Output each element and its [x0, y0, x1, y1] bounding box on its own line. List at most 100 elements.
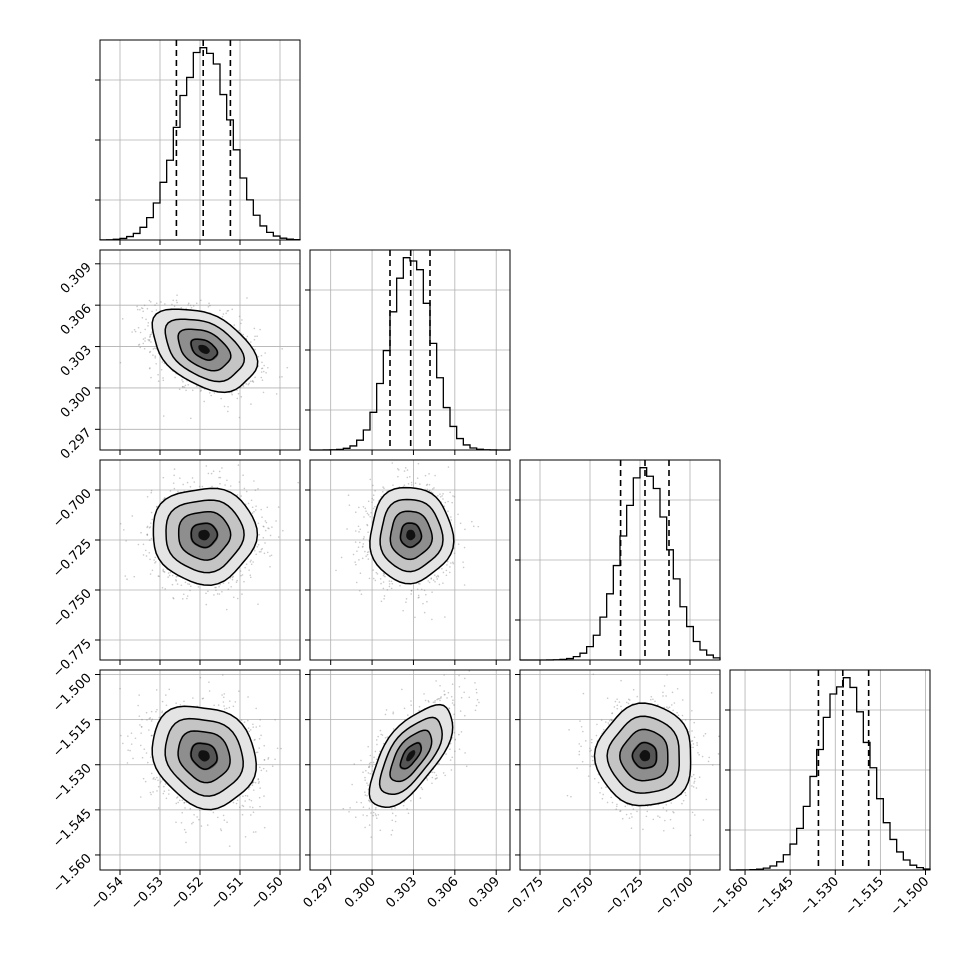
sample-point	[148, 729, 150, 731]
sample-point	[242, 795, 244, 798]
sample-point	[631, 816, 633, 818]
sample-point	[130, 743, 133, 745]
sample-point	[222, 582, 225, 584]
sample-point	[392, 711, 395, 713]
sample-point	[154, 562, 156, 564]
sample-point	[221, 315, 224, 318]
sample-point	[192, 697, 194, 699]
sample-point	[252, 781, 255, 784]
sample-point	[445, 569, 448, 572]
sample-point	[396, 468, 399, 470]
sample-point	[178, 799, 181, 802]
sample-point	[158, 716, 161, 719]
sample-point	[252, 381, 255, 383]
sample-point	[224, 484, 226, 486]
x-tick-label: 0.303	[383, 874, 420, 911]
sample-point	[362, 543, 365, 545]
sample-point	[193, 481, 196, 483]
sample-point	[277, 536, 280, 538]
sample-point	[658, 816, 661, 819]
sample-point	[127, 749, 129, 751]
sample-point	[354, 511, 357, 514]
sample-point	[424, 699, 427, 702]
sample-point	[406, 808, 408, 810]
sample-point	[140, 726, 143, 728]
sample-point	[448, 707, 451, 710]
sample-point	[690, 740, 693, 742]
sample-point	[150, 489, 153, 492]
sample-point	[254, 348, 256, 351]
sample-point	[163, 496, 166, 499]
sample-point	[162, 792, 165, 795]
sample-point	[402, 609, 404, 612]
x-tick-label: −0.50	[248, 874, 287, 913]
sample-point	[652, 818, 655, 821]
sample-point	[253, 510, 255, 513]
sample-point	[137, 704, 139, 707]
sample-point	[362, 505, 365, 508]
sample-point	[244, 835, 247, 838]
sample-point	[462, 561, 464, 563]
sample-point	[236, 799, 239, 802]
sample-point	[407, 714, 409, 716]
sample-point	[681, 714, 684, 717]
sample-point	[452, 561, 454, 564]
sample-point	[366, 512, 369, 515]
sample-point	[451, 736, 454, 739]
sample-point	[428, 581, 431, 584]
sample-point	[630, 812, 632, 815]
sample-point	[175, 802, 178, 805]
sample-point	[423, 693, 425, 695]
sample-point	[611, 801, 614, 804]
sample-point	[580, 725, 583, 728]
sample-point	[231, 578, 234, 581]
sample-point	[222, 701, 225, 703]
sample-point	[359, 572, 362, 574]
sample-point	[236, 579, 238, 582]
sample-point	[249, 341, 252, 343]
sample-point	[175, 702, 177, 704]
sample-point	[410, 799, 412, 802]
sample-point	[354, 561, 356, 563]
sample-point	[175, 578, 177, 581]
sample-point	[424, 474, 427, 477]
sample-point	[364, 791, 366, 793]
sample-point	[368, 807, 371, 810]
sample-point	[218, 585, 220, 588]
sample-point	[417, 462, 420, 465]
sample-point	[252, 561, 254, 563]
sample-point	[434, 474, 436, 477]
sample-point	[119, 522, 122, 525]
sample-point	[357, 546, 360, 549]
sample-point	[161, 586, 164, 589]
sample-point	[610, 718, 612, 721]
sample-point	[430, 578, 433, 580]
sample-point	[374, 750, 377, 753]
sample-point	[216, 593, 219, 595]
sample-point	[274, 719, 276, 721]
sample-point	[221, 694, 223, 696]
sample-point	[249, 576, 252, 579]
sample-point	[252, 811, 255, 814]
sample-point	[245, 490, 248, 493]
sample-point	[243, 580, 245, 583]
sample-point	[662, 691, 664, 694]
sample-point	[271, 765, 274, 768]
y-tick-label: −1.515	[50, 716, 95, 761]
sample-point	[418, 705, 421, 708]
sample-point	[410, 481, 413, 484]
sample-point	[161, 700, 164, 703]
sample-point	[231, 393, 233, 396]
sample-point	[146, 525, 149, 528]
sample-point	[672, 810, 674, 813]
sample-point	[249, 806, 251, 808]
sample-point	[672, 827, 675, 830]
sample-point	[696, 742, 698, 744]
sample-point	[265, 770, 268, 772]
sample-point	[153, 559, 155, 561]
sample-point	[451, 683, 454, 686]
sample-point	[418, 709, 420, 712]
sample-point	[463, 714, 466, 717]
sample-point	[249, 380, 252, 383]
sample-point	[470, 520, 473, 523]
